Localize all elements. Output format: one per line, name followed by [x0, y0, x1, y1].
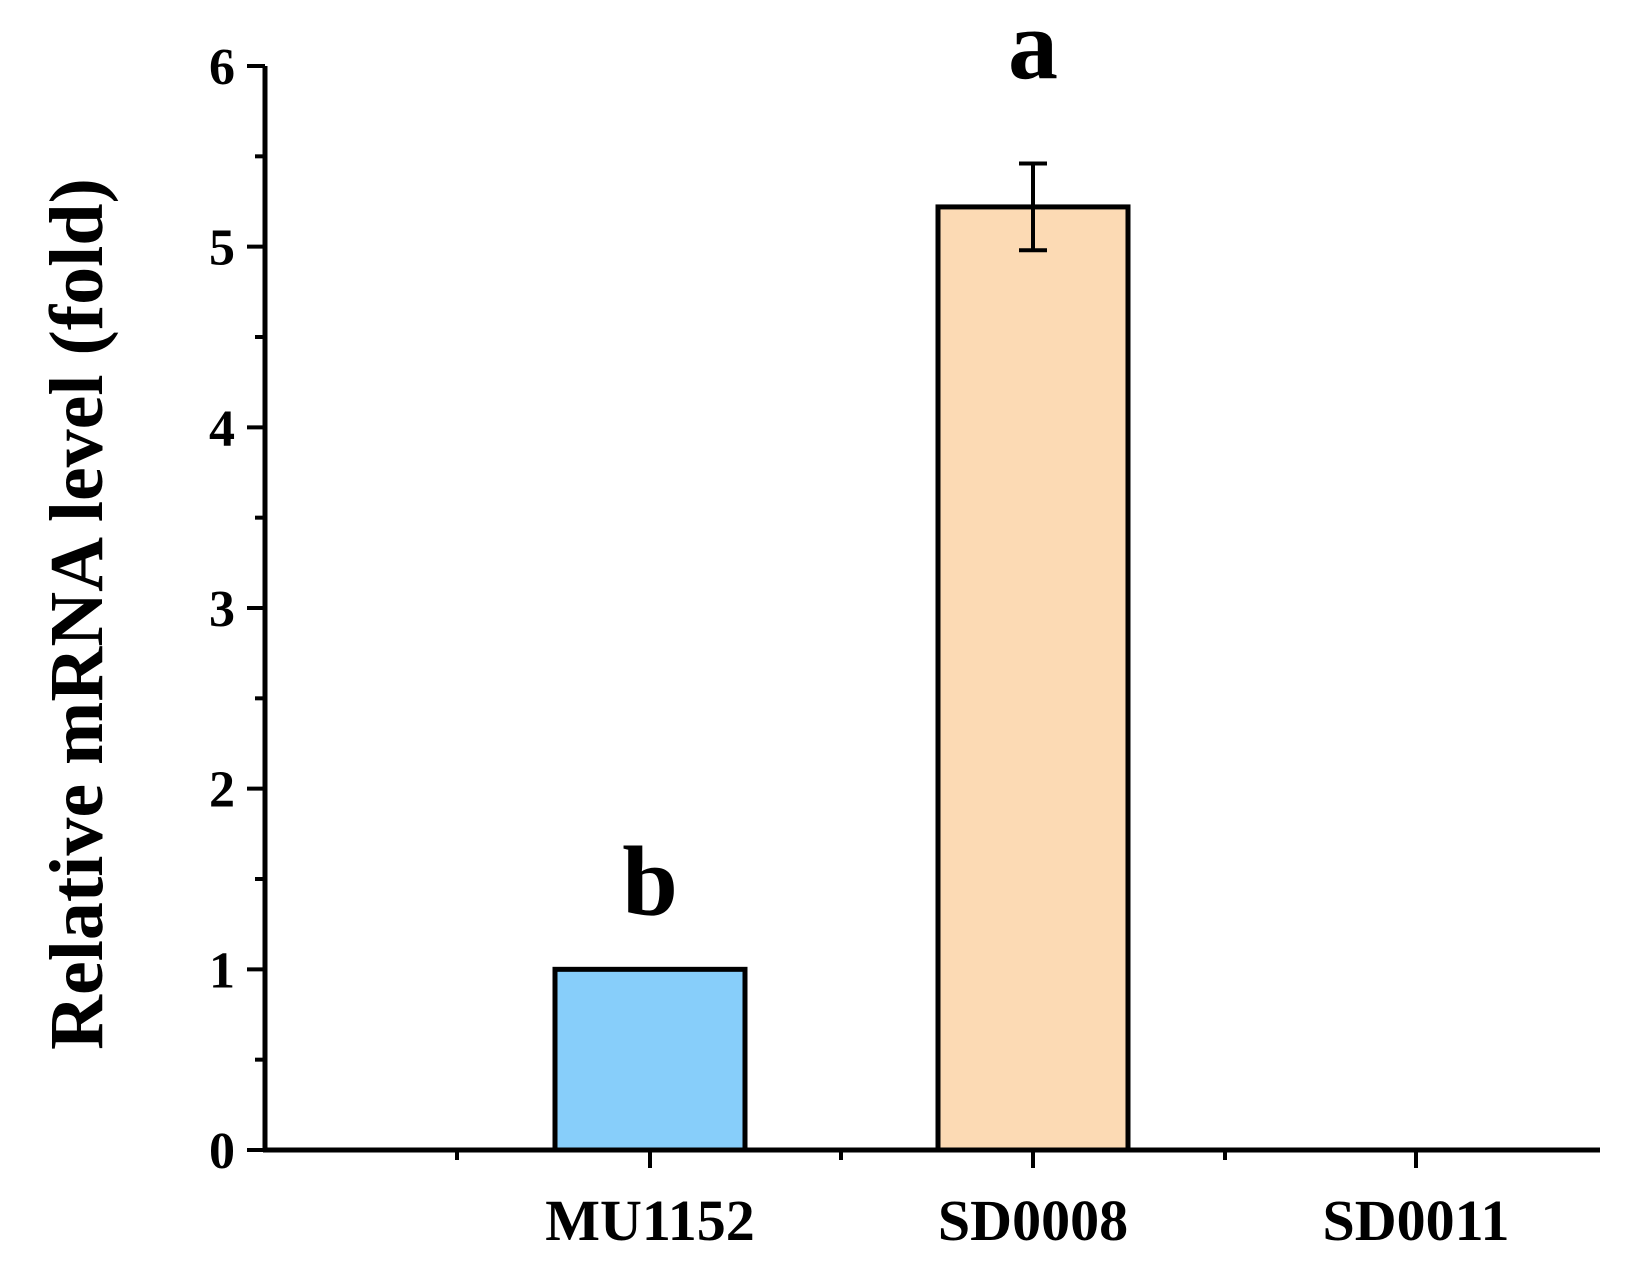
error-bars [1019, 161, 1047, 253]
y-tick-label: 1 [209, 942, 235, 999]
y-tick-label: 4 [209, 400, 235, 457]
y-tick-label: 3 [209, 581, 235, 638]
x-category-label: MU1152 [545, 1188, 754, 1253]
x-category-label: SD0011 [1323, 1188, 1510, 1253]
y-tick-label: 2 [209, 762, 235, 819]
significance-label: a [1008, 0, 1058, 101]
significance-labels: ba [622, 0, 1058, 936]
bar-mu1152 [552, 966, 748, 1153]
y-tick-label: 0 [209, 1123, 235, 1180]
y-tick-label: 6 [209, 39, 235, 96]
x-axis-ticks [455, 1150, 1418, 1168]
y-axis-ticks: 0 1 2 3 4 5 6 [209, 39, 265, 1180]
x-category-label: SD0008 [938, 1188, 1128, 1253]
bar-sd0008 [935, 204, 1131, 1153]
y-axis-label: Relative mRNA level (fold) [35, 178, 119, 1050]
significance-label: b [622, 825, 678, 936]
category-labels: MU1152 SD0008 SD0011 [545, 1188, 1509, 1253]
bars [552, 204, 1131, 1153]
y-tick-label: 5 [209, 220, 235, 277]
